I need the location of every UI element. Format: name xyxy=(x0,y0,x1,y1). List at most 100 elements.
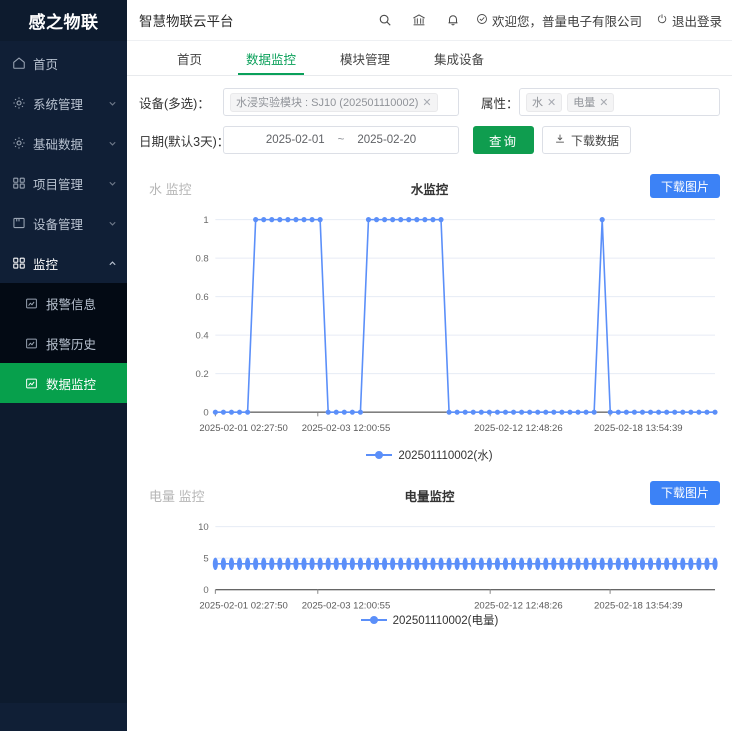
topbar-actions: 欢迎您，普量电子有限公司 退出登录 xyxy=(368,0,722,41)
attribute-tag-label: 电量 xyxy=(573,97,596,109)
attribute-select[interactable]: 水 ✕ 电量 ✕ xyxy=(519,88,720,116)
gear-icon xyxy=(11,96,26,111)
sidebar-item-system-management[interactable]: 系统管理 xyxy=(0,83,127,123)
download-image-button-water[interactable]: 下载图片 xyxy=(649,174,720,198)
close-icon[interactable]: ✕ xyxy=(422,96,432,109)
download-icon xyxy=(554,133,566,148)
filter-row-date: 日期(默认3天)： 2025-02-01 ~ 2025-02-20 查询 xyxy=(139,126,720,154)
sidebar-item-device-management[interactable]: 设备管理 xyxy=(0,203,127,243)
top-bar: 智慧物联云平台 xyxy=(127,0,732,41)
sidebar: 感之物联 首页 系统管理 xyxy=(0,0,127,731)
svg-text:2025-02-12 12:48:26: 2025-02-12 12:48:26 xyxy=(474,423,563,434)
svg-text:1: 1 xyxy=(203,215,208,226)
query-button[interactable]: 查询 xyxy=(473,126,535,154)
platform-title: 智慧物联云平台 xyxy=(139,14,234,29)
chart-block-water: 水 监控 水监控 下载图片 0 0.2 0.4 0.6 0.8 1 2025-02-01 0… xyxy=(127,170,732,463)
chart-icon xyxy=(24,376,38,390)
date-range-picker[interactable]: 2025-02-01 ~ 2025-02-20 xyxy=(223,126,459,154)
svg-text:0: 0 xyxy=(203,585,208,596)
bell-icon[interactable] xyxy=(436,0,470,41)
tab-data-monitoring[interactable]: 数据监控 xyxy=(224,41,318,75)
sidebar-subitem-label: 报警历史 xyxy=(46,337,97,352)
logout-label: 退出登录 xyxy=(671,14,722,29)
attribute-tag-label: 水 xyxy=(532,97,543,109)
welcome-text: 欢迎您，普量电子有限公司 xyxy=(491,14,642,29)
chart-block-power: 电量 监控 电量监控 下载图片 0 5 10 2025-02-01 02:27:50 2… xyxy=(127,463,732,629)
device-tag-label: 水浸实验模块 : SJ10 (202501110002) xyxy=(236,97,419,109)
sidebar-item-label: 首页 xyxy=(33,57,59,72)
legend-marker-icon xyxy=(360,614,387,626)
svg-text:2025-02-18 13:54:39: 2025-02-18 13:54:39 xyxy=(594,423,683,434)
chevron-down-icon xyxy=(107,98,117,108)
chart-legend-water[interactable]: 202501110002(水) xyxy=(139,447,720,463)
date-range-separator: ~ xyxy=(337,134,345,146)
chart-legend-power[interactable]: 202501110002(电量) xyxy=(139,612,720,628)
device-label: 设备(多选)： xyxy=(139,96,210,111)
svg-text:0.8: 0.8 xyxy=(195,253,208,264)
sidebar-item-label: 基础数据 xyxy=(33,137,84,152)
search-icon[interactable] xyxy=(368,0,402,41)
chart-side-label-power: 电量 监控 xyxy=(149,488,205,504)
svg-text:2025-02-12 12:48:26: 2025-02-12 12:48:26 xyxy=(474,600,563,611)
svg-text:2025-02-01 02:27:50: 2025-02-01 02:27:50 xyxy=(199,600,288,611)
chart-title-water: 水监控 xyxy=(410,183,449,197)
attribute-tag-power[interactable]: 电量 ✕ xyxy=(567,92,615,112)
chart-svg-power: 0 5 10 2025-02-01 02:27:50 2025-02-03 12:00:… xyxy=(198,522,718,611)
chevron-up-icon xyxy=(107,258,117,268)
sidebar-filler xyxy=(0,403,127,703)
device-select[interactable]: 水浸实验模块 : SJ10 (202501110002) ✕ xyxy=(223,88,459,116)
chart-icon xyxy=(24,296,38,310)
sidebar-item-label: 系统管理 xyxy=(33,97,84,112)
gear-icon xyxy=(11,136,26,151)
download-image-button-power[interactable]: 下载图片 xyxy=(649,480,720,505)
attribute-label: 属性： xyxy=(481,96,519,111)
logout-button[interactable]: 退出登录 xyxy=(656,11,722,30)
close-icon[interactable]: ✕ xyxy=(599,96,609,109)
filter-bar: 设备(多选)： 水浸实验模块 : SJ10 (202501110002) ✕ 属… xyxy=(127,76,732,170)
sidebar-item-alarm-info[interactable]: 报警信息 xyxy=(0,283,127,323)
tab-integrated-devices[interactable]: 集成设备 xyxy=(434,52,485,67)
welcome-message: 欢迎您，普量电子有限公司 xyxy=(476,11,642,30)
bank-icon[interactable] xyxy=(402,0,436,41)
svg-text:2025-02-18 13:54:39: 2025-02-18 13:54:39 xyxy=(594,600,683,611)
power-icon xyxy=(656,13,668,28)
tab-home[interactable]: 首页 xyxy=(177,52,203,67)
sidebar-menu: 首页 系统管理 xyxy=(0,41,127,731)
attribute-tag-water[interactable]: 水 ✕ xyxy=(526,92,563,112)
sidebar-item-label: 设备管理 xyxy=(33,217,84,232)
chart-canvas-water[interactable]: 0 0.2 0.4 0.6 0.8 1 2025-02-01 02:27:50 2025-02… xyxy=(139,208,720,449)
date-start-value[interactable]: 2025-02-01 xyxy=(265,134,325,146)
chart-side-label-water: 水 监控 xyxy=(149,182,192,197)
date-end-value[interactable]: 2025-02-20 xyxy=(357,134,417,146)
sidebar-item-home[interactable]: 首页 xyxy=(0,43,127,83)
sidebar-item-label: 监控 xyxy=(33,257,59,272)
device-tag[interactable]: 水浸实验模块 : SJ10 (202501110002) ✕ xyxy=(230,92,438,112)
main-area: 智慧物联云平台 xyxy=(127,0,732,731)
sidebar-item-basic-data[interactable]: 基础数据 xyxy=(0,123,127,163)
tab-bar: 首页 数据监控 模块管理 集成设备 xyxy=(127,41,732,76)
chevron-down-icon xyxy=(107,218,117,228)
sidebar-item-label: 项目管理 xyxy=(33,177,84,192)
tab-module-management[interactable]: 模块管理 xyxy=(340,52,391,67)
filter-row-device: 设备(多选)： 水浸实验模块 : SJ10 (202501110002) ✕ 属… xyxy=(139,88,720,116)
chart-svg-water: 0 0.2 0.4 0.6 0.8 1 2025-02-01 02:27:50 2025-02… xyxy=(195,215,718,434)
home-icon xyxy=(11,56,26,71)
close-icon[interactable]: ✕ xyxy=(547,96,557,109)
chart-icon xyxy=(24,336,38,350)
download-data-button[interactable]: 下载数据 xyxy=(542,126,632,154)
sidebar-submenu-monitoring: 报警信息 报警历史 xyxy=(0,283,127,403)
chevron-down-icon xyxy=(107,178,117,188)
sidebar-subitem-label: 数据监控 xyxy=(46,377,97,392)
legend-label-power: 202501110002(电量) xyxy=(392,615,499,628)
sidebar-item-project-management[interactable]: 项目管理 xyxy=(0,163,127,203)
sidebar-item-data-monitoring[interactable]: 数据监控 xyxy=(0,363,127,403)
sidebar-item-alarm-history[interactable]: 报警历史 xyxy=(0,323,127,363)
chart-canvas-power[interactable]: 0 5 10 2025-02-01 02:27:50 2025-02-03 12:00:… xyxy=(139,515,720,615)
svg-text:2025-02-03 12:00:55: 2025-02-03 12:00:55 xyxy=(302,423,391,434)
svg-text:0: 0 xyxy=(203,407,208,418)
grid-icon xyxy=(11,176,26,191)
sidebar-item-monitoring[interactable]: 监控 xyxy=(0,243,127,283)
chart-header-power: 电量 监控 电量监控 下载图片 xyxy=(139,480,720,515)
legend-label-water: 202501110002(水) xyxy=(398,449,493,462)
